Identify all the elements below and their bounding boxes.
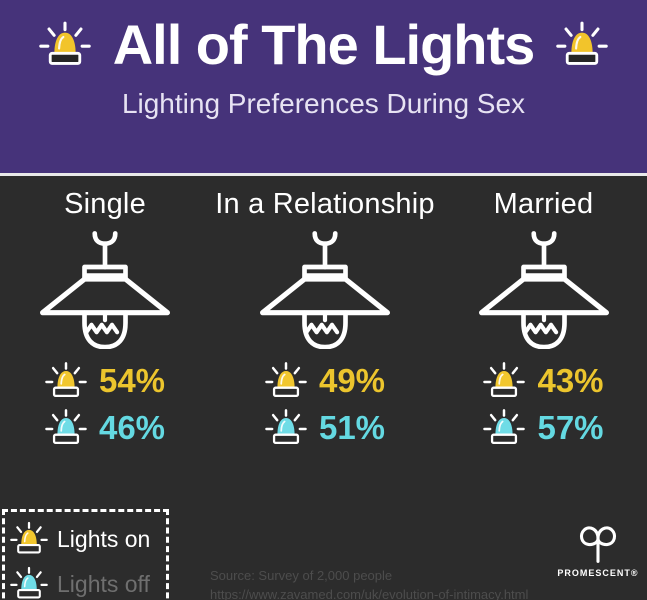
siren-on-icon xyxy=(483,361,525,401)
brand-block: PROMESCENT® xyxy=(557,523,639,578)
header-divider xyxy=(0,173,647,176)
lights-on-value: 49% xyxy=(318,362,386,399)
siren-on-icon xyxy=(10,521,48,557)
siren-on-icon xyxy=(265,361,307,401)
source-url: https://www.zavamed.com/uk/evolution-of-… xyxy=(210,586,529,600)
lights-off-value: 51% xyxy=(318,409,386,446)
legend-off-label: Lights off xyxy=(57,570,150,597)
hanging-lamp-icon xyxy=(474,226,614,349)
chart-columns: Single 54% 46% In a Relationship 49% xyxy=(0,176,647,448)
stats-block: 49% 51% xyxy=(265,361,385,448)
lights-off-value: 46% xyxy=(98,409,166,446)
stats-block: 43% 57% xyxy=(483,361,604,448)
siren-on-icon xyxy=(45,361,87,401)
siren-off-icon xyxy=(265,408,307,448)
source-note: Source: Survey of 2,000 people https://w… xyxy=(210,567,528,600)
page-title: All of The Lights xyxy=(112,13,536,76)
category-label: Single xyxy=(64,188,146,220)
lights-on-stat: 43% xyxy=(483,361,604,401)
brand-name: PROMESCENT® xyxy=(557,568,639,578)
siren-off-icon xyxy=(45,408,87,448)
header: All of The Lights Lighting Preferences D… xyxy=(0,0,647,173)
lights-off-stat: 46% xyxy=(45,408,165,448)
lights-on-value: 54% xyxy=(98,362,166,399)
stats-block: 54% 46% xyxy=(45,361,165,448)
lights-off-stat: 57% xyxy=(483,408,604,448)
siren-light-icon xyxy=(39,20,91,70)
legend-lights-on: Lights on xyxy=(10,521,160,557)
column-married: Married 43% 57% xyxy=(440,188,647,448)
column-single: Single 54% 46% xyxy=(0,188,210,448)
legend: Lights on Lights off xyxy=(2,509,169,600)
category-label: In a Relationship xyxy=(215,188,435,220)
promescent-logo-icon xyxy=(575,523,621,565)
lights-on-stat: 49% xyxy=(265,361,385,401)
siren-off-icon xyxy=(10,566,48,600)
legend-lights-off: Lights off xyxy=(10,566,160,600)
lights-on-value: 43% xyxy=(537,362,604,399)
page-subtitle: Lighting Preferences During Sex xyxy=(121,88,526,119)
category-label: Married xyxy=(493,188,594,220)
legend-on-label: Lights on xyxy=(57,525,151,552)
lights-on-stat: 54% xyxy=(45,361,165,401)
siren-off-icon xyxy=(483,408,525,448)
hanging-lamp-icon xyxy=(35,226,175,349)
column-relationship: In a Relationship 49% 51% xyxy=(210,188,440,448)
hanging-lamp-icon xyxy=(255,226,395,349)
title-row: All of The Lights xyxy=(0,0,647,73)
lights-off-stat: 51% xyxy=(265,408,385,448)
lights-off-value: 57% xyxy=(537,409,604,446)
source-line1: Source: Survey of 2,000 people xyxy=(210,568,393,583)
siren-light-icon xyxy=(556,20,608,70)
